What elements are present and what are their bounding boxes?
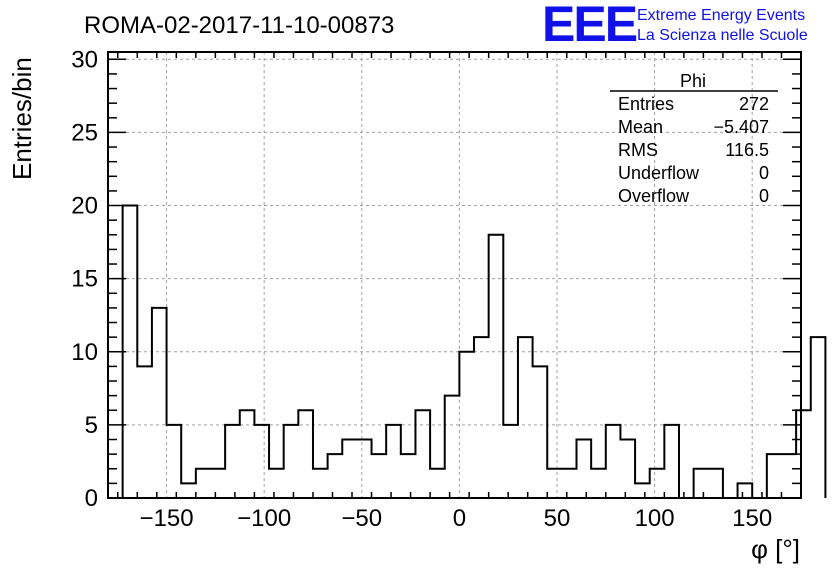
- stats-title: Phi: [680, 71, 706, 91]
- stats-rows: Entries 272 Mean −5.407 RMS 116.5 Underflow 0 Ov…: [618, 94, 769, 206]
- x-axis-title: φ [°]: [751, 534, 800, 564]
- stats-label: Mean: [618, 117, 663, 137]
- histogram-bin: [591, 469, 606, 498]
- y-axis-title: Entries/bin: [7, 57, 37, 180]
- tick-labels: −150 −100 −50 0 50 100 150 0 5 10 15 20 25 30: [71, 46, 772, 532]
- histogram-bin: [284, 425, 299, 498]
- histogram-bin: [738, 483, 753, 498]
- histogram-bin: [137, 366, 152, 498]
- histogram-bin: [167, 425, 182, 498]
- histogram-bin: [459, 352, 474, 498]
- stats-value: 0: [759, 186, 769, 206]
- stats-value: −5.407: [713, 117, 769, 137]
- histogram-bin: [386, 425, 401, 498]
- plot-frame: [107, 51, 802, 499]
- y-tick-label: 10: [71, 339, 98, 366]
- y-tick-label: 25: [71, 119, 98, 146]
- y-tick-label: 0: [85, 485, 98, 512]
- eee-logo: EEE Extreme Energy Events La Scienza nel…: [542, 0, 808, 52]
- stats-value: 0: [759, 163, 769, 183]
- axes: [107, 51, 802, 499]
- stats-label: Underflow: [618, 163, 700, 183]
- y-tick-label: 15: [71, 266, 98, 293]
- y-tick-label: 20: [71, 193, 98, 220]
- y-tick-label: 5: [85, 412, 98, 439]
- y-tick-label: 30: [71, 46, 98, 73]
- histogram-bin: [620, 440, 635, 498]
- histogram-outline: [121, 204, 827, 499]
- histogram-bin: [357, 440, 372, 498]
- histogram-bin: [342, 440, 357, 498]
- histogram-bin: [313, 469, 328, 498]
- histogram-bin: [372, 454, 387, 498]
- x-tick-label: 150: [732, 505, 772, 532]
- histogram-bin: [152, 308, 167, 498]
- chart-title: ROMA-02-2017-11-10-00873: [84, 12, 394, 39]
- histogram-bin: [664, 425, 679, 498]
- stats-value: 272: [739, 94, 769, 114]
- histogram-bin: [767, 454, 782, 498]
- histogram-bin: [489, 235, 504, 498]
- histogram-bin: [328, 454, 343, 498]
- stats-label: RMS: [618, 140, 658, 160]
- histogram-bin: [269, 469, 284, 498]
- histogram-bin: [430, 469, 445, 498]
- histogram-bin: [415, 410, 430, 498]
- histogram-bin: [474, 337, 489, 498]
- histogram-bin: [606, 425, 621, 498]
- histogram-bin: [503, 425, 518, 498]
- stats-box: Phi Entries 272 Mean −5.407 RMS 116.5 Underflo…: [610, 71, 778, 206]
- histogram-bin: [694, 469, 709, 498]
- stats-value: 116.5: [725, 140, 769, 160]
- histogram-bin: [401, 454, 416, 498]
- grid: [108, 52, 801, 498]
- x-tick-label: −150: [140, 505, 194, 532]
- histogram-bin: [577, 440, 592, 498]
- histogram-bin: [708, 469, 723, 498]
- histogram-bin: [210, 469, 225, 498]
- stats-label: Entries: [618, 94, 674, 114]
- eee-logo-line1: Extreme Energy Events: [637, 7, 805, 24]
- histogram-bin: [445, 396, 460, 498]
- histogram-bin: [196, 469, 211, 498]
- x-tick-label: 0: [453, 505, 466, 532]
- histogram-bin: [533, 366, 548, 498]
- stats-label: Overflow: [618, 186, 690, 206]
- histogram-bin: [518, 337, 533, 498]
- eee-logo-line2: La Scienza nelle Scuole: [637, 27, 808, 44]
- x-tick-label: 100: [635, 505, 675, 532]
- histogram-bin: [298, 410, 313, 498]
- x-tick-label: −100: [237, 505, 291, 532]
- histogram-bin: [562, 469, 577, 498]
- histogram-bin: [635, 483, 650, 498]
- x-tick-label: 50: [544, 505, 571, 532]
- histogram-bars: [121, 204, 827, 499]
- eee-logo-mark: EEE: [542, 0, 637, 52]
- histogram-bin: [254, 425, 269, 498]
- histogram-bin: [225, 425, 240, 498]
- histogram-bin: [650, 469, 665, 498]
- x-tick-label: −50: [341, 505, 382, 532]
- histogram-bin: [547, 469, 562, 498]
- histogram-bin: [811, 337, 826, 498]
- histogram-bin: [240, 410, 255, 498]
- histogram-bin: [781, 454, 796, 498]
- histogram-bin: [181, 483, 196, 498]
